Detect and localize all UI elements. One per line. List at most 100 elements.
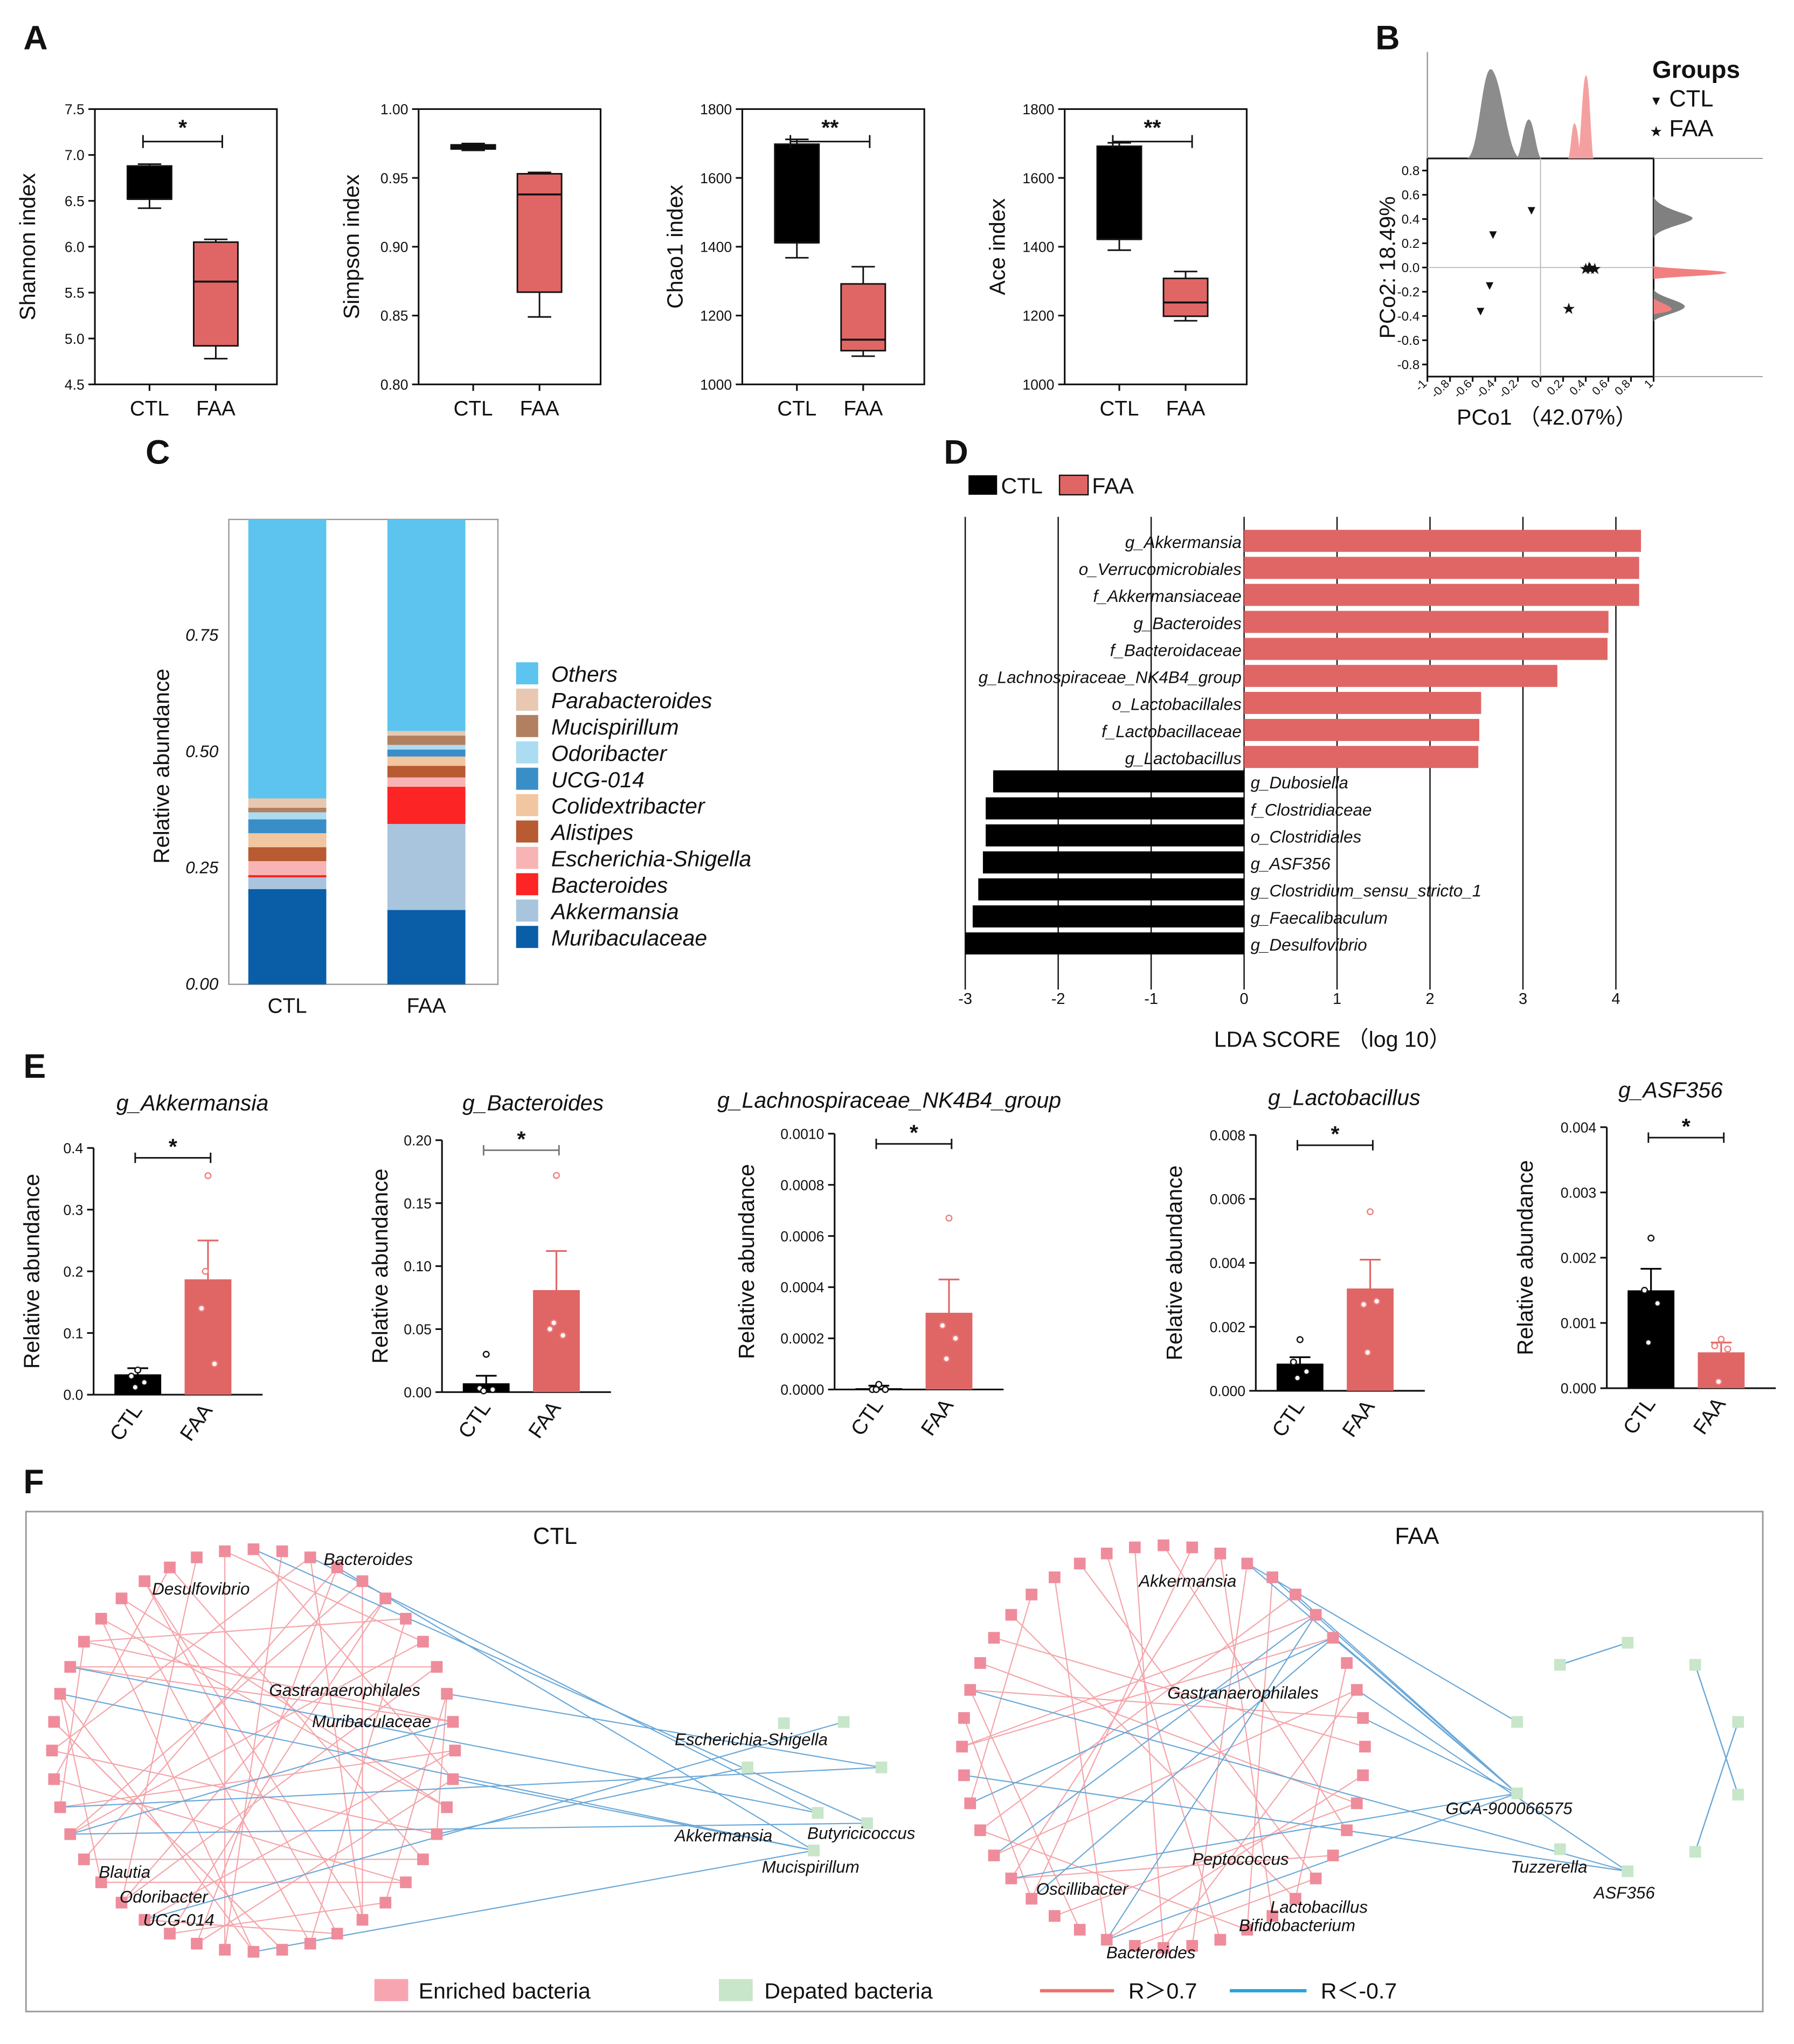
data-point [1290,1358,1297,1366]
stacked-segment-parabacteroides [248,798,327,808]
network-node [861,1817,873,1830]
y-tick-label: 0.4 [63,1140,83,1156]
y-tick-label: 5.5 [65,285,85,301]
y-tick-label: 1200 [1022,308,1054,324]
network-node [48,1716,60,1728]
plot-frame [741,108,925,385]
plot-frame [228,518,499,985]
network-node [1005,1872,1017,1884]
box [840,283,886,352]
network-edge [1031,1637,1334,1900]
network-node [48,1773,60,1785]
network-node [64,1661,77,1673]
data-point [131,1383,139,1391]
chart-title: g_Bacteroides [462,1090,604,1115]
legend-swatch [516,926,538,948]
data-point [1645,1339,1652,1346]
y-tick-label: 0.008 [1210,1127,1245,1144]
network-node [379,1592,392,1604]
network-node [1049,1571,1061,1583]
stacked-segment-colidextribacter [248,833,327,848]
lda-label: g_Faecalibaculum [1251,909,1388,927]
lda-label: o_Clostridiales [1251,827,1362,846]
network-edge [969,1689,1080,1930]
network-node [447,1773,459,1785]
y-tick-label: 0.05 [404,1321,432,1338]
network-edge [1220,1553,1273,1916]
network-node [1689,1846,1701,1858]
network-edge [1011,1855,1333,1879]
network-node [304,1937,316,1950]
mean-bar [462,1383,510,1392]
lda-label: g_Dubosiella [1251,773,1348,792]
network-node [1266,1910,1279,1922]
network-node [988,1632,1000,1644]
box [516,173,563,293]
network-node [1350,1684,1363,1696]
box [1162,278,1209,317]
legend-label-faa: FAA [1669,116,1713,142]
network-edge [970,1689,1363,1719]
network-node [1554,1843,1566,1855]
legend-swatch [516,688,538,711]
lda-bar-faa [1244,584,1639,606]
legend-swatch-faa [1058,474,1089,496]
network-label: Blautia [99,1863,150,1882]
y-axis-label: Chao1 index [662,184,687,308]
network-edge [1054,1803,1357,1917]
network-node [1214,1934,1227,1946]
lda-label: f_Clostridiaceae [1251,800,1372,819]
lda-bar-faa [1244,719,1479,742]
lda-label: o_Lactobacillales [1112,695,1242,714]
network-node [1049,1910,1061,1922]
network-edge [84,1567,338,1860]
network-edge [969,1689,1628,1872]
stacked-segment-ucg-014 [387,749,466,757]
network-edge [84,1641,453,1723]
y-tick-label: 0.95 [380,170,408,186]
network-edge [169,1567,424,1860]
network-label: Butyricicoccus [807,1824,916,1842]
y-axis-label: Relative abundance [734,1164,759,1359]
stacked-segment-escherichia-shigella [248,861,327,875]
lda-bar-faa [1244,746,1479,768]
mean-bar [533,1290,580,1392]
density-faa-right [1653,299,1672,315]
density-faa-right [1653,266,1727,280]
scatter-point-ctl: ▼ [1483,279,1496,293]
network-edge [53,1778,406,1883]
network-label: Bacteroides [1106,1943,1196,1962]
network-node [219,1545,231,1557]
y-tick-label: 1.00 [380,101,408,117]
lda-bar-faa [1244,638,1608,660]
network-edge [994,1637,1366,1748]
network-edge [1295,1594,1518,1794]
network-edge [961,1614,1316,1748]
y-tick-label: 0.00 [404,1384,432,1401]
x-axis-label: PCo1 （42.07%） [1457,405,1637,429]
network-node [441,1801,453,1813]
network-label: Gastranaerophilales [269,1681,420,1700]
x-tick-label: CTL [106,1400,147,1445]
network-edge [1106,1614,1317,1941]
data-point [480,1387,487,1395]
network-edge [169,1598,386,1934]
network-edge [53,1567,171,1780]
chart-title: g_Lachnospiraceae_NK4B4_group [717,1088,1061,1113]
significance-marker: * [178,115,187,140]
significance-marker: ** [1144,115,1161,140]
network-node [247,1946,260,1958]
network-label: GCA-900066575 [1445,1799,1573,1818]
network-node [138,1575,151,1588]
stacked-segment-muribaculaceae [248,889,327,985]
network-node [449,1744,461,1757]
y-tick-label: 0.000 [1561,1381,1596,1397]
network-label: Muribaculaceae [312,1712,431,1731]
network-label: Peptococcus [1192,1849,1289,1868]
stacked-segment-odoribacter [387,745,466,750]
y-tick-label: 0.0008 [780,1177,824,1193]
network-node [1689,1659,1701,1671]
network-node [379,1896,392,1909]
network-label: Odoribacter [120,1887,209,1906]
network-node [1266,1571,1279,1583]
